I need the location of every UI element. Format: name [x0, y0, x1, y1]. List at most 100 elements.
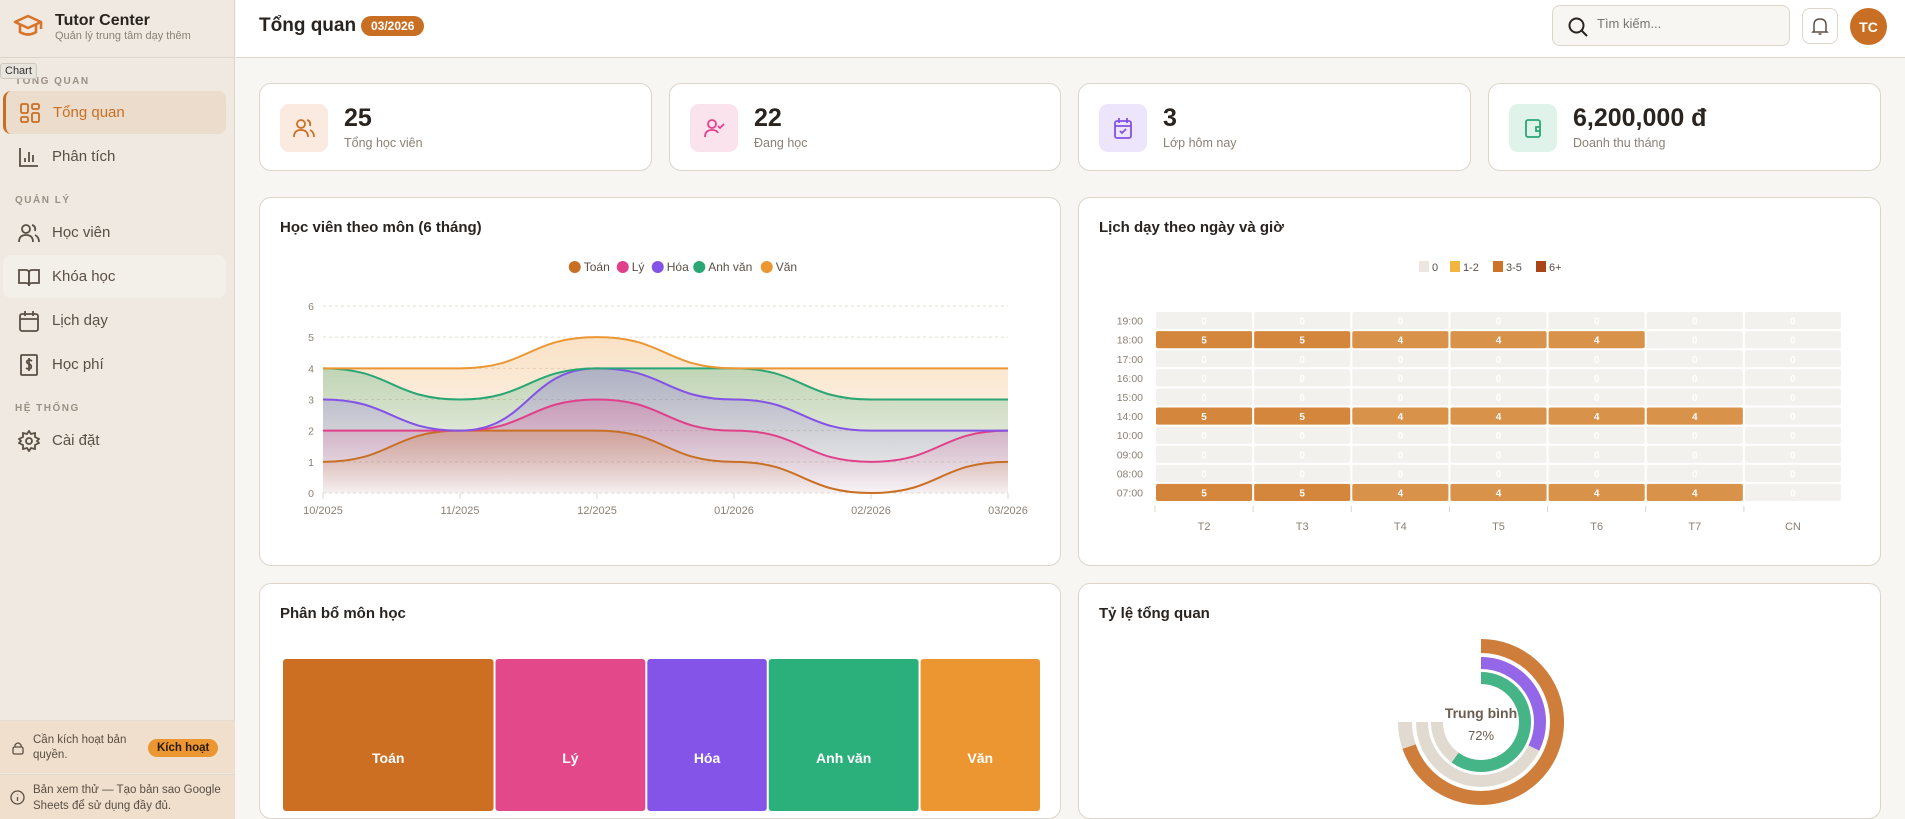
gauge-ring[interactable]: [1402, 639, 1564, 805]
heatmap-cell[interactable]: 4: [1450, 331, 1547, 349]
search-box[interactable]: [1552, 5, 1790, 46]
heatmap-cell[interactable]: 0: [1156, 464, 1253, 482]
heatmap-cell[interactable]: 0: [1254, 369, 1351, 387]
heatmap-cell[interactable]: 0: [1254, 350, 1351, 368]
heatmap-cell[interactable]: 0: [1548, 464, 1645, 482]
heatmap-cell[interactable]: 0: [1156, 445, 1253, 463]
heatmap-cell[interactable]: 0: [1646, 445, 1743, 463]
gauge-ring[interactable]: [1480, 657, 1546, 751]
heatmap-cell[interactable]: 5: [1156, 331, 1253, 349]
gauge-ring[interactable]: [1451, 672, 1531, 772]
heatmap-cell[interactable]: 0: [1156, 350, 1253, 368]
heatmap-cell[interactable]: 0: [1352, 464, 1449, 482]
heatmap-cell[interactable]: 4: [1548, 407, 1645, 425]
heatmap-cell[interactable]: 0: [1744, 331, 1841, 349]
heatmap-cell[interactable]: 0: [1450, 388, 1547, 406]
treemap-tile[interactable]: Văn: [920, 659, 1040, 811]
sidebar-item-label: Học viên: [52, 224, 111, 241]
sidebar-item-hoc-phi[interactable]: Học phí: [3, 343, 226, 386]
heatmap-cell[interactable]: 4: [1352, 407, 1449, 425]
heatmap-cell[interactable]: 4: [1646, 483, 1743, 501]
heatmap-cell[interactable]: 0: [1646, 464, 1743, 482]
sidebar-item-cai-dat[interactable]: Cài đặt: [3, 419, 226, 462]
heatmap-cell[interactable]: 0: [1744, 369, 1841, 387]
heatmap-cell[interactable]: 5: [1254, 407, 1351, 425]
heatmap-cell[interactable]: 0: [1548, 312, 1645, 330]
sidebar-item-tong-quan[interactable]: Tổng quan: [3, 91, 226, 134]
heatmap-cell[interactable]: 4: [1352, 483, 1449, 501]
search-input[interactable]: [1597, 16, 1777, 31]
heatmap-cell[interactable]: 0: [1744, 445, 1841, 463]
treemap-tile[interactable]: Anh văn: [768, 659, 919, 811]
heatmap-cell[interactable]: 0: [1744, 350, 1841, 368]
heatmap-cell[interactable]: 0: [1156, 426, 1253, 444]
heatmap-cell[interactable]: 0: [1646, 426, 1743, 444]
heatmap-cell[interactable]: 0: [1450, 464, 1547, 482]
sidebar-item-lich-day[interactable]: Lịch dạy: [3, 299, 226, 342]
activate-button[interactable]: Kích hoạt: [148, 739, 219, 757]
tile-label: Văn: [967, 750, 993, 766]
heatmap-cell[interactable]: 0: [1254, 464, 1351, 482]
heatmap-cell[interactable]: 0: [1646, 331, 1743, 349]
heatmap-cell[interactable]: 0: [1352, 426, 1449, 444]
heatmap-cell[interactable]: 0: [1352, 312, 1449, 330]
heatmap-cell[interactable]: 0: [1156, 388, 1253, 406]
heatmap-cell[interactable]: 0: [1744, 464, 1841, 482]
heatmap-cell[interactable]: 0: [1744, 426, 1841, 444]
legend-item[interactable]: Văn: [760, 260, 797, 274]
heatmap-cell[interactable]: 0: [1450, 445, 1547, 463]
cell-value: 0: [1692, 450, 1698, 461]
heatmap-cell[interactable]: 4: [1450, 483, 1547, 501]
heatmap-cell[interactable]: 0: [1646, 312, 1743, 330]
heatmap-cell[interactable]: 0: [1744, 312, 1841, 330]
sidebar-item-phan-tich[interactable]: Phân tích: [3, 135, 226, 178]
heatmap-cell[interactable]: 5: [1156, 483, 1253, 501]
heatmap-cell[interactable]: 0: [1548, 445, 1645, 463]
heatmap-cell[interactable]: 0: [1450, 312, 1547, 330]
heatmap-cell[interactable]: 0: [1254, 426, 1351, 444]
sidebar-item-hoc-vien[interactable]: Học viên: [3, 211, 226, 254]
heatmap-cell[interactable]: 4: [1646, 407, 1743, 425]
heatmap-cell[interactable]: 0: [1646, 350, 1743, 368]
heatmap-cell[interactable]: 0: [1646, 388, 1743, 406]
heatmap-cell[interactable]: 0: [1744, 483, 1841, 501]
heatmap-cell[interactable]: 0: [1352, 445, 1449, 463]
avatar[interactable]: TC: [1850, 8, 1887, 45]
legend-item[interactable]: Hóa: [651, 260, 689, 274]
heatmap-cell[interactable]: 0: [1254, 388, 1351, 406]
heatmap-cell[interactable]: 0: [1156, 312, 1253, 330]
heatmap-cell[interactable]: 0: [1254, 445, 1351, 463]
heatmap-cell[interactable]: 0: [1156, 369, 1253, 387]
treemap-tile[interactable]: Lý: [495, 659, 646, 811]
heatmap-cell[interactable]: 0: [1646, 369, 1743, 387]
heatmap-cell[interactable]: 0: [1254, 312, 1351, 330]
heatmap-cell[interactable]: 0: [1548, 369, 1645, 387]
heatmap-cell[interactable]: 0: [1548, 388, 1645, 406]
heatmap-cell[interactable]: 4: [1352, 331, 1449, 349]
treemap-tile[interactable]: Toán: [283, 659, 494, 811]
heatmap-cell[interactable]: 0: [1352, 369, 1449, 387]
heatmap-cell[interactable]: 0: [1548, 350, 1645, 368]
heatmap-cell[interactable]: 0: [1450, 369, 1547, 387]
stat-icon-box: [1099, 104, 1147, 152]
heatmap-cell[interactable]: 0: [1352, 388, 1449, 406]
sidebar-item-khoa-hoc[interactable]: Khóa học: [3, 255, 226, 298]
legend-item[interactable]: Lý: [616, 260, 645, 274]
heatmap-cell[interactable]: 0: [1548, 426, 1645, 444]
heatmap-cell[interactable]: 5: [1254, 483, 1351, 501]
treemap-tile[interactable]: Hóa: [647, 659, 767, 811]
heatmap-cell[interactable]: 0: [1450, 350, 1547, 368]
heatmap-cell[interactable]: 4: [1548, 483, 1645, 501]
heatmap-cell[interactable]: 4: [1548, 331, 1645, 349]
legend-item[interactable]: Toán: [568, 260, 610, 274]
heatmap-cell[interactable]: 0: [1450, 426, 1547, 444]
heatmap-cell[interactable]: 4: [1450, 407, 1547, 425]
notifications-button[interactable]: [1802, 8, 1838, 44]
legend-swatch: [616, 261, 629, 273]
legend-item[interactable]: Anh văn: [693, 260, 752, 274]
heatmap-cell[interactable]: 5: [1254, 331, 1351, 349]
heatmap-cell[interactable]: 0: [1744, 388, 1841, 406]
heatmap-cell[interactable]: 0: [1352, 350, 1449, 368]
heatmap-cell[interactable]: 0: [1744, 407, 1841, 425]
heatmap-cell[interactable]: 5: [1156, 407, 1253, 425]
